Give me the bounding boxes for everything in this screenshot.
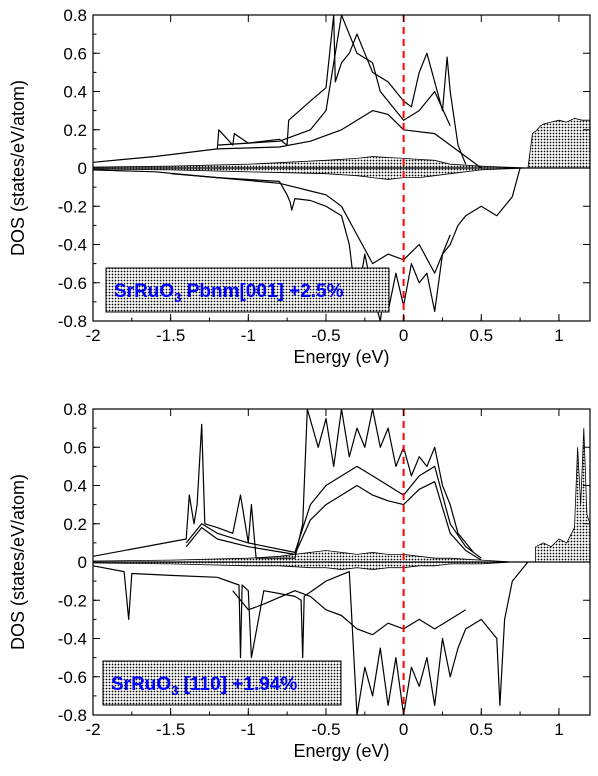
x-tick-label: 0.5: [469, 720, 493, 739]
x-tick-label: 0.5: [469, 326, 493, 345]
x-tick-label: 0: [399, 326, 408, 345]
y-tick-label: 0: [78, 553, 87, 572]
x-tick-label: -0.5: [311, 720, 340, 739]
x-tick-label: -1: [241, 326, 256, 345]
y-tick-label: -0.4: [58, 630, 87, 649]
y-tick-label: -0.8: [58, 706, 87, 725]
dos-curve-1: [217, 15, 451, 146]
filled-dos-1: [93, 561, 513, 571]
y-axis-label: DOS (states/eV/atom): [8, 80, 28, 256]
dos-curve-1: [185, 465, 482, 559]
dos-curve-4: [232, 590, 467, 636]
label-formula: SrRuO: [114, 281, 174, 302]
y-axis-label: DOS (states/eV/atom): [8, 474, 28, 650]
y-tick-label: 0.8: [63, 6, 87, 25]
filled-dos-0: [93, 550, 513, 563]
x-tick-label: -2: [85, 326, 100, 345]
y-tick-label: 0.6: [63, 44, 87, 63]
y-tick-label: 0.2: [63, 121, 87, 140]
dos-curve-3: [93, 561, 529, 715]
dos-curve-3: [93, 167, 521, 321]
label-subscript: 3: [171, 683, 178, 698]
label-formula: SrRuO: [111, 674, 171, 695]
filled-dos-2: [535, 428, 590, 563]
filled-dos-2: [527, 117, 590, 169]
y-tick-label: -0.2: [58, 197, 87, 216]
dos-panel-001: -2 -1.5 -1 -0.5 0 0.5 1 -0.8 -0.6 -0.4 -0.2 0 0.2 0.4…: [8, 6, 591, 367]
filled-dos-0: [93, 156, 528, 169]
label-subscript: 3: [174, 290, 181, 305]
y-tick-label: 0.2: [63, 515, 87, 534]
legend-box: [102, 660, 342, 706]
y-tick-label: 0.6: [63, 438, 87, 457]
y-tick-label: -0.2: [58, 591, 87, 610]
y-tick-label: -0.6: [58, 274, 87, 293]
x-tick-label: 0: [399, 720, 408, 739]
y-tick-label: -0.4: [58, 236, 87, 255]
x-tick-label: -0.5: [311, 326, 340, 345]
x-axis-label: Energy (eV): [293, 347, 389, 367]
dos-curve-0: [93, 15, 467, 165]
y-tick-label: 0.8: [63, 400, 87, 419]
x-tick-label: -1.5: [156, 326, 185, 345]
system-label: SrRuO3 Pbnm[001] +2.5%: [114, 281, 344, 305]
y-tick-label: 0.4: [63, 477, 87, 496]
label-condition: [110] +1.94%: [178, 674, 297, 695]
dos-curve-4: [170, 173, 451, 274]
x-tick-label: -1.5: [156, 720, 185, 739]
filled-dos-1: [93, 167, 528, 180]
plot-area: [93, 409, 590, 715]
dos-curve-2: [217, 109, 482, 169]
x-tick-label: 1: [554, 720, 563, 739]
y-tick-label: -0.8: [58, 312, 87, 331]
y-tick-label: -0.6: [58, 668, 87, 687]
x-axis-label: Energy (eV): [293, 741, 389, 761]
y-tick-label: 0.4: [63, 83, 87, 102]
x-tick-label: 1: [554, 326, 563, 345]
x-tick-label: -2: [85, 720, 100, 739]
x-tick-label: -1: [241, 720, 256, 739]
plot-area: [93, 15, 590, 321]
y-tick-label: 0: [78, 159, 87, 178]
legend-box: [105, 267, 390, 313]
dos-panel-110: -2 -1.5 -1 -0.5 0 0.5 1 -0.8 -0.6 -0.4 -0.2 0 0.2 0.4…: [8, 400, 591, 761]
dos-curve-0: [93, 409, 474, 559]
system-label: SrRuO3 [110] +1.94%: [111, 674, 297, 698]
label-condition: Pbnm[001] +2.5%: [181, 281, 343, 302]
dos-curve-2: [185, 481, 482, 561]
